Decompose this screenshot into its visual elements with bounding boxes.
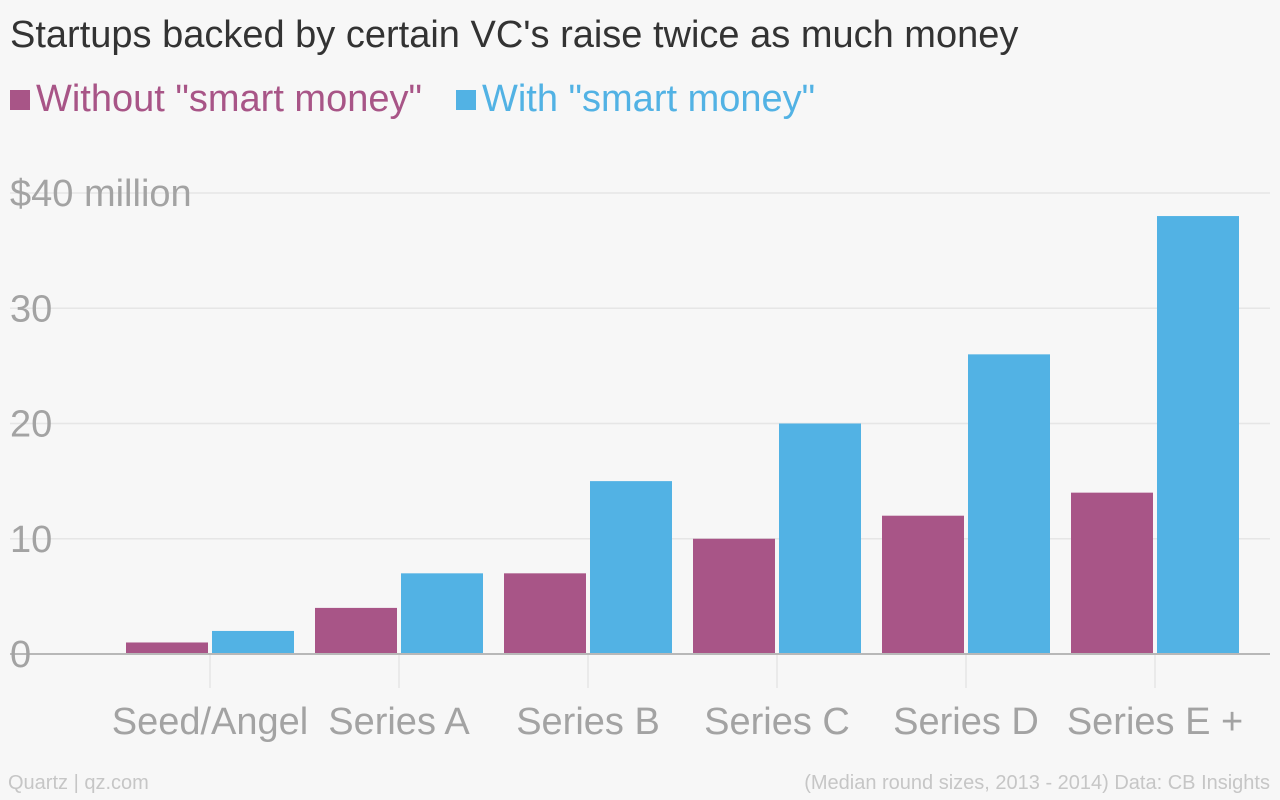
bar xyxy=(968,354,1050,654)
x-tick-label: Series B xyxy=(516,701,660,743)
x-tick-label: Series A xyxy=(328,701,470,743)
footer-source-left: Quartz | qz.com xyxy=(8,772,149,794)
bar xyxy=(1157,216,1239,655)
bar xyxy=(504,573,586,654)
bar xyxy=(315,607,397,654)
tick-labels: 0 10 20 30 $40 million Seed/Angel Series A Seri… xyxy=(10,173,1243,743)
x-tick-label: Series C xyxy=(704,701,850,743)
footer-source-right: (Median round sizes, 2013 - 2014) Data: … xyxy=(804,772,1270,794)
legend-label-with: With "smart money" xyxy=(481,78,816,120)
bar xyxy=(401,573,483,654)
chart-title: Startups backed by certain VC's raise tw… xyxy=(10,14,1019,56)
bar xyxy=(126,642,208,654)
bar xyxy=(779,423,861,654)
y-tick-label: $40 million xyxy=(10,173,192,215)
bar xyxy=(882,515,964,654)
legend: Without "smart money" With "smart money" xyxy=(10,78,849,121)
legend-swatch-without xyxy=(10,89,30,110)
x-tick-label: Series D xyxy=(893,701,1039,743)
y-tick-label: 10 xyxy=(10,519,52,561)
bar xyxy=(1071,492,1153,654)
x-tick-label: Series E + xyxy=(1067,701,1243,743)
bar xyxy=(590,481,672,654)
x-tick-label: Seed/Angel xyxy=(112,701,309,743)
legend-item-without-smart-money: Without "smart money" xyxy=(10,78,422,121)
legend-label-without: Without "smart money" xyxy=(36,78,422,120)
bar xyxy=(212,630,294,654)
y-tick-label: 20 xyxy=(10,404,52,446)
x-axis xyxy=(10,653,1270,688)
legend-swatch-with xyxy=(455,89,476,110)
y-tick-label: 0 xyxy=(10,634,31,676)
bar xyxy=(693,538,775,654)
bars xyxy=(126,216,1239,655)
legend-item-with-smart-money: With "smart money" xyxy=(455,78,816,121)
y-tick-label: 30 xyxy=(10,288,52,330)
